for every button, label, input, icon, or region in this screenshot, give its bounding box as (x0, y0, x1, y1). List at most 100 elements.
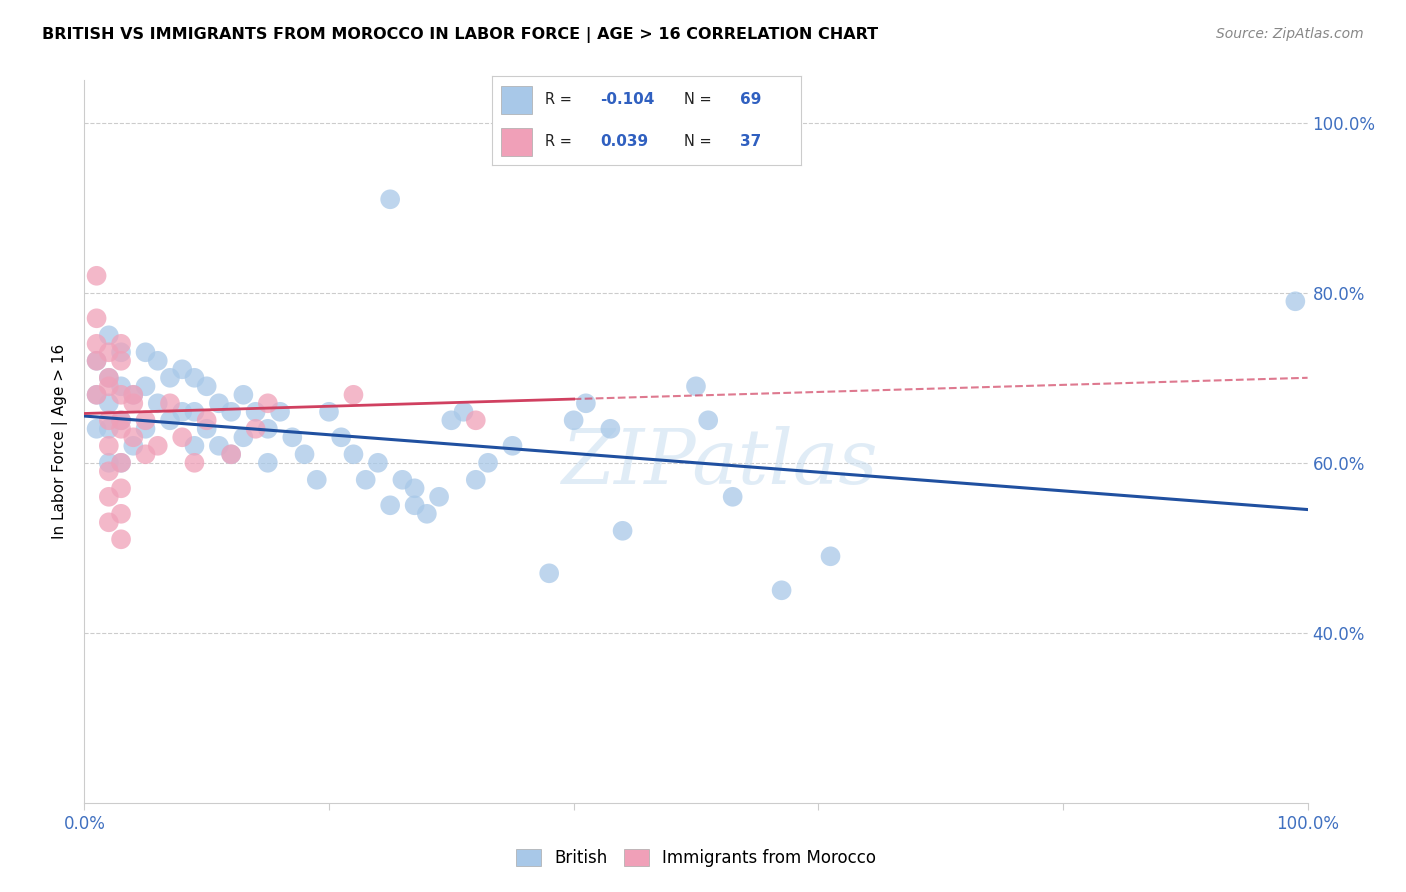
Text: N =: N = (683, 93, 711, 107)
Text: 37: 37 (740, 135, 761, 149)
Point (135, 413, 157, 427)
Point (367, 456, 389, 470)
Point (146, 439, 169, 453)
Point (219, 447, 242, 461)
Point (538, 566, 561, 581)
Point (172, 362, 194, 376)
Point (195, 422, 218, 436)
Point (97, 345, 120, 359)
Point (1284, 294, 1306, 309)
Point (110, 507, 132, 521)
Point (562, 413, 585, 427)
Text: Source: ZipAtlas.com: Source: ZipAtlas.com (1216, 27, 1364, 41)
Point (86, 353, 108, 368)
Point (172, 405, 194, 419)
Point (86, 353, 108, 368)
Point (97, 456, 120, 470)
Point (172, 430, 194, 444)
Point (342, 388, 364, 402)
Point (219, 405, 242, 419)
Point (502, 439, 524, 453)
Point (110, 422, 132, 436)
Point (86, 268, 108, 283)
Point (416, 507, 439, 521)
Point (110, 336, 132, 351)
Point (183, 405, 205, 419)
Legend: British, Immigrants from Morocco: British, Immigrants from Morocco (509, 842, 883, 874)
Point (208, 439, 231, 453)
Point (86, 336, 108, 351)
Point (159, 396, 181, 410)
Point (86, 311, 108, 326)
Point (330, 430, 353, 444)
Point (97, 516, 120, 530)
Point (159, 371, 181, 385)
Point (122, 430, 145, 444)
Point (245, 422, 267, 436)
Point (219, 447, 242, 461)
Point (391, 473, 413, 487)
Point (97, 371, 120, 385)
Point (318, 405, 340, 419)
Point (110, 413, 132, 427)
Point (122, 388, 145, 402)
Point (97, 464, 120, 478)
Point (380, 192, 402, 206)
Point (269, 405, 291, 419)
Point (122, 388, 145, 402)
Point (232, 430, 254, 444)
Point (294, 447, 316, 461)
Point (159, 413, 181, 427)
Point (97, 439, 120, 453)
Point (404, 481, 426, 495)
Bar (502, 128, 533, 156)
Point (404, 498, 426, 512)
Point (427, 490, 450, 504)
Point (685, 379, 707, 393)
Text: R =: R = (544, 93, 572, 107)
Point (110, 413, 132, 427)
Text: N =: N = (683, 135, 711, 149)
Point (342, 447, 364, 461)
Point (183, 439, 205, 453)
Text: BRITISH VS IMMIGRANTS FROM MOROCCO IN LABOR FORCE | AGE > 16 CORRELATION CHART: BRITISH VS IMMIGRANTS FROM MOROCCO IN LA… (42, 27, 879, 43)
Point (477, 456, 499, 470)
Point (183, 456, 205, 470)
Point (183, 371, 205, 385)
Point (110, 353, 132, 368)
Point (97, 422, 120, 436)
Point (354, 473, 377, 487)
Text: ZIPatlas: ZIPatlas (562, 426, 879, 500)
Point (97, 490, 120, 504)
Point (464, 473, 486, 487)
Point (721, 490, 744, 504)
Text: R =: R = (544, 135, 572, 149)
Point (110, 456, 132, 470)
Point (770, 583, 793, 598)
Point (86, 422, 108, 436)
Point (257, 456, 280, 470)
Point (110, 481, 132, 495)
Point (86, 388, 108, 402)
Point (575, 396, 598, 410)
Point (820, 549, 842, 564)
Point (122, 396, 145, 410)
Point (464, 413, 486, 427)
Point (97, 328, 120, 343)
Point (232, 388, 254, 402)
Y-axis label: In Labor Force | Age > 16: In Labor Force | Age > 16 (52, 344, 69, 539)
Point (122, 439, 145, 453)
Point (257, 422, 280, 436)
Point (86, 388, 108, 402)
Bar (502, 86, 533, 114)
Point (110, 379, 132, 393)
Point (195, 379, 218, 393)
Point (135, 345, 157, 359)
Point (612, 524, 634, 538)
Point (697, 413, 720, 427)
Point (97, 413, 120, 427)
Point (97, 396, 120, 410)
Point (453, 405, 475, 419)
Point (257, 396, 280, 410)
Text: -0.104: -0.104 (600, 93, 655, 107)
